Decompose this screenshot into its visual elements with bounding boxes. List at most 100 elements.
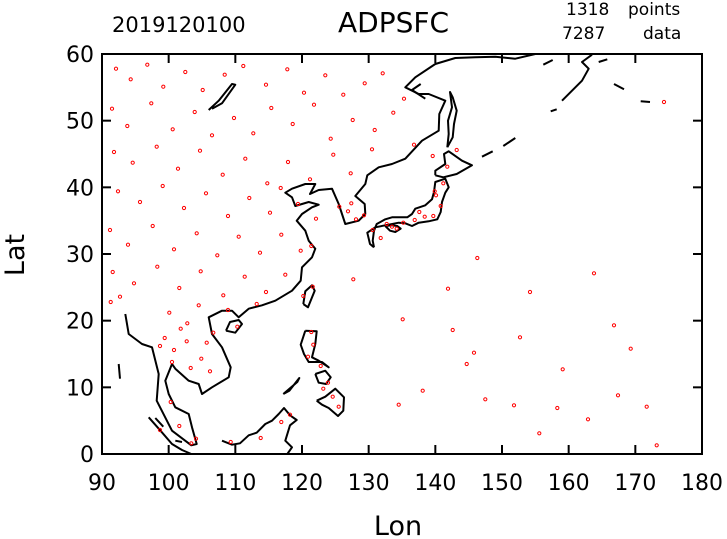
data-point [243, 156, 248, 161]
y-axis: 0 10 20 30 40 50 60 [66, 43, 702, 468]
data-point [430, 153, 435, 159]
data-point [341, 92, 346, 97]
data-point [107, 227, 113, 233]
coastline-segment [117, 363, 121, 379]
data-point [287, 412, 293, 417]
data-point [420, 388, 425, 393]
data-point [349, 201, 354, 206]
data-point [279, 419, 284, 425]
data-point [175, 166, 181, 171]
data-point [464, 361, 469, 367]
data-point [475, 255, 480, 261]
data-point [394, 226, 399, 231]
data-point [117, 294, 123, 299]
data-point [181, 205, 187, 211]
data-point [211, 330, 216, 335]
data-point [242, 274, 247, 279]
data-point [154, 144, 159, 149]
data-point [228, 439, 233, 445]
data-point [200, 87, 205, 93]
data-point [110, 269, 115, 275]
data-point [193, 436, 199, 441]
datetime-label: 2019120100 [112, 13, 246, 37]
data-point [247, 195, 252, 201]
data-point [177, 285, 182, 291]
data-point [351, 277, 356, 282]
data-point [417, 209, 422, 215]
data-point [611, 323, 617, 328]
data-point [215, 253, 220, 258]
data-point [353, 217, 359, 222]
data-point [263, 289, 269, 295]
coastline-segment [502, 137, 516, 147]
coastline-segment [640, 100, 651, 103]
data-point [661, 99, 667, 105]
data-point [384, 221, 389, 227]
data-point [278, 185, 283, 191]
data-point [585, 417, 591, 422]
x-tick-label: 130 [348, 471, 390, 496]
coastline-segment [314, 369, 332, 385]
data-point [189, 441, 194, 446]
data-point [309, 329, 314, 335]
data-point [285, 67, 290, 72]
data-point [591, 271, 597, 276]
coastline-segment [175, 439, 183, 443]
data-point [454, 147, 459, 153]
data-point [438, 203, 443, 209]
coastline-segment [154, 417, 165, 428]
data-point [149, 101, 154, 106]
coastline-segment [411, 83, 426, 100]
data-point [350, 117, 355, 123]
data-point [483, 397, 488, 402]
data-point [222, 72, 227, 77]
data-point [337, 204, 342, 209]
x-tick-label: 160 [548, 471, 590, 496]
data-point [207, 369, 213, 374]
data-point [235, 324, 240, 329]
data-point [209, 133, 215, 138]
data-point [150, 223, 155, 229]
data-point [331, 152, 336, 157]
coastline-segment [542, 59, 554, 66]
data-point [157, 343, 163, 349]
y-tick-label: 30 [66, 243, 94, 268]
data-point [265, 181, 270, 186]
data-point [325, 380, 331, 385]
data-point [194, 231, 199, 236]
coastline-segment [299, 329, 330, 369]
data-point [171, 247, 177, 252]
data-point [109, 106, 115, 111]
coastline-segment [446, 91, 458, 148]
data-point [184, 339, 189, 344]
data-point [236, 234, 241, 239]
y-tick-label: 10 [66, 376, 94, 401]
data-point [389, 224, 395, 229]
data-point [305, 354, 311, 359]
data-point [560, 367, 565, 372]
data-point [555, 405, 560, 411]
data-point [432, 189, 437, 194]
coastline-segment [221, 407, 298, 455]
data-point [517, 335, 523, 340]
data-point [254, 301, 259, 307]
data-point [251, 131, 256, 136]
data-point [433, 193, 439, 198]
y-tick-label: 20 [66, 310, 94, 335]
data-point [372, 127, 377, 133]
data-point [298, 248, 303, 253]
y-tick-label: 0 [80, 443, 94, 468]
data-point [285, 159, 291, 165]
data-point [279, 232, 284, 237]
data-point [137, 199, 143, 205]
data-point [323, 73, 328, 78]
data-point [128, 77, 133, 82]
coastline-segment [550, 108, 558, 113]
data-point [511, 403, 517, 408]
data-point [310, 284, 315, 289]
data-point [155, 264, 160, 269]
x-axis-label: Lon [374, 511, 422, 539]
data-point [321, 386, 326, 391]
data-point [171, 347, 177, 353]
data-point [396, 402, 401, 407]
